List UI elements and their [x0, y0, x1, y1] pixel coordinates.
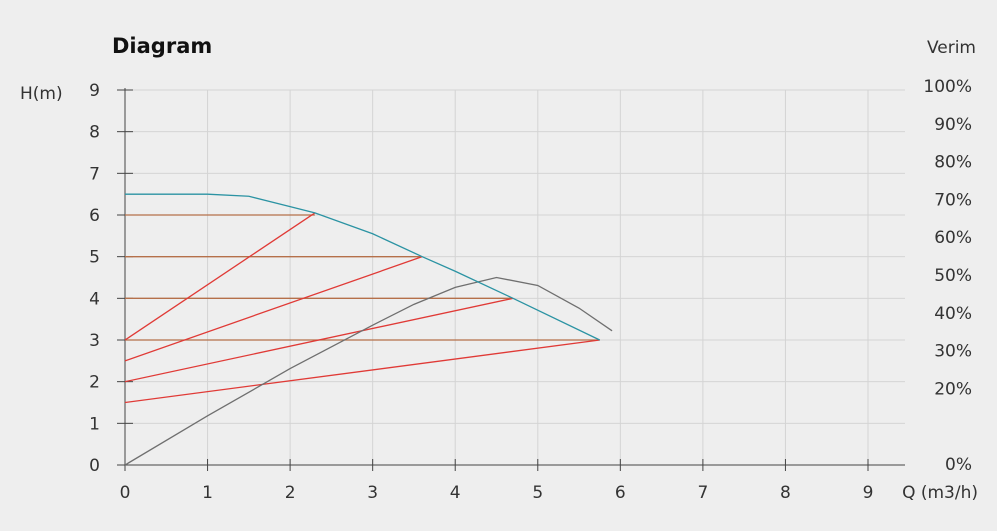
x-tick-label: 7 [697, 483, 708, 503]
x-tick-label: 9 [863, 483, 874, 503]
y2-tick-label: 100% [923, 77, 972, 97]
curve [125, 193, 600, 341]
x-tick-label: 8 [780, 483, 791, 503]
y2-tick-label: 60% [934, 228, 972, 248]
y-tick-label: 6 [89, 206, 100, 226]
y-tick-label: 7 [89, 164, 100, 184]
y2-axis-label: Verim [927, 38, 976, 58]
y2-tick-label: 80% [934, 153, 972, 173]
y-tick-label: 0 [89, 456, 100, 476]
y2-tick-label: 40% [934, 304, 972, 324]
curve [124, 256, 423, 362]
curve [124, 297, 514, 383]
y2-tick-label: 30% [934, 342, 972, 362]
y2-tick-label: 90% [934, 115, 972, 135]
y-tick-label: 8 [89, 123, 100, 143]
curve [124, 276, 613, 466]
y2-tick-label: 20% [934, 379, 972, 399]
curve [124, 212, 316, 341]
y-tick-label: 4 [89, 289, 100, 309]
y-tick-label: 9 [89, 81, 100, 101]
x-tick-label: 2 [285, 483, 296, 503]
y-tick-label: 5 [89, 248, 100, 268]
y2-tick-label: 50% [934, 266, 972, 286]
x-tick-label: 1 [202, 483, 213, 503]
chart-title: Diagram [112, 34, 212, 58]
x-tick-label: 6 [615, 483, 626, 503]
curve [124, 339, 600, 404]
y2-tick-label: 0% [945, 455, 972, 475]
x-tick-label: 5 [532, 483, 543, 503]
x-tick-label: 4 [450, 483, 461, 503]
y-tick-label: 2 [89, 373, 100, 393]
y-tick-label: 1 [89, 414, 100, 434]
x-tick-label: 0 [120, 483, 131, 503]
y-tick-label: 3 [89, 331, 100, 351]
x-tick-label: 3 [367, 483, 378, 503]
x-axis-label: Q (m3/h) [902, 483, 978, 503]
y-axis-label: H(m) [20, 84, 63, 104]
y2-tick-label: 70% [934, 190, 972, 210]
